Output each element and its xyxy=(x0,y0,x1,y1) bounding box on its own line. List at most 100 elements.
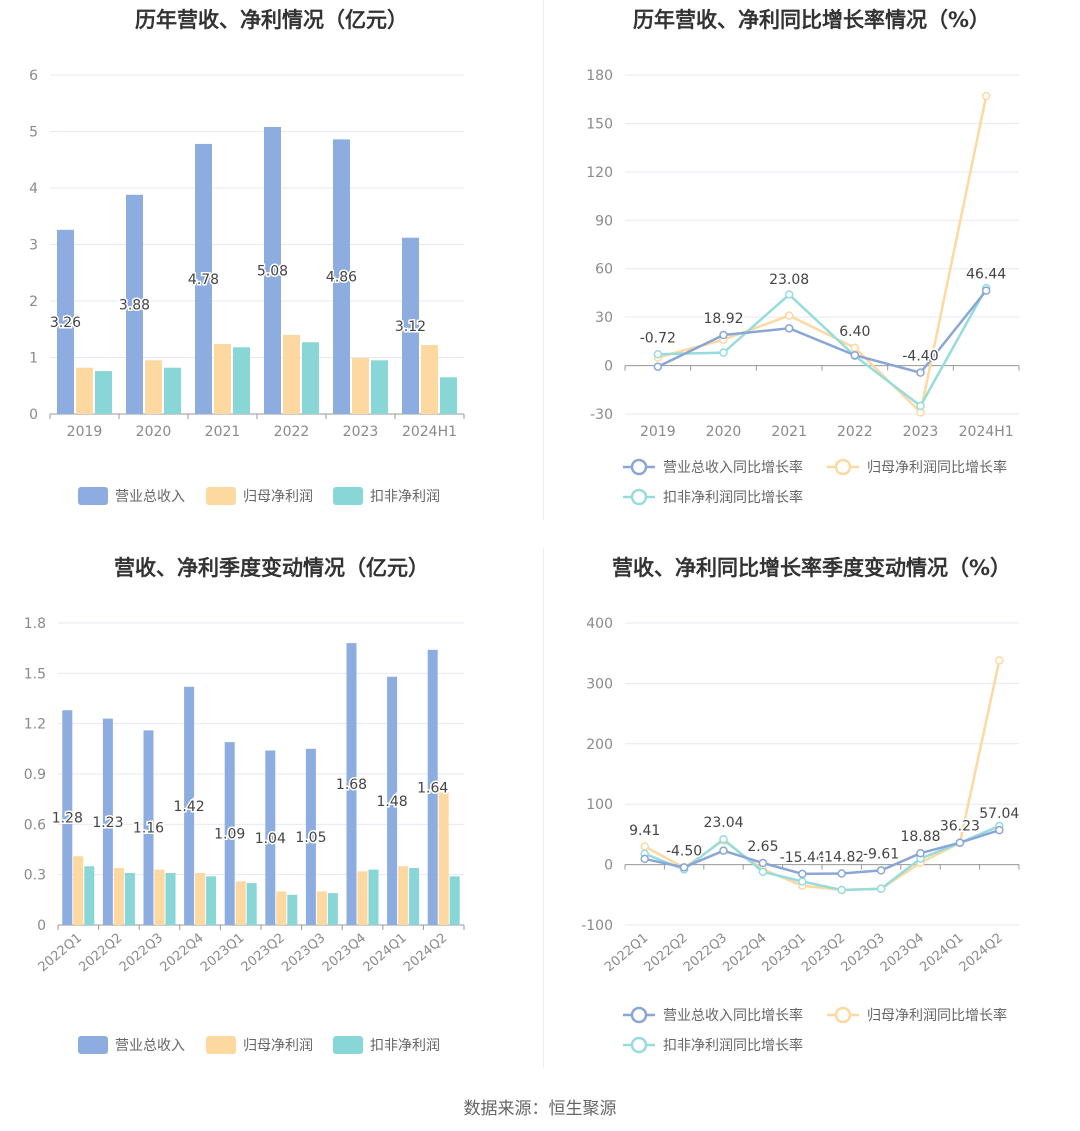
legend-label: 营业总收入同比增长率 xyxy=(663,459,803,476)
annual-revenue-profit-panel: 历年营收、净利情况（亿元） 0 1 2 3 4 5 6 2019 2020 2021 2022 202… xyxy=(0,0,543,530)
divider-vertical-top xyxy=(543,0,544,520)
x-tick-label: 2023Q2 xyxy=(799,931,848,976)
x-tick-label: 2023Q4 xyxy=(320,931,369,976)
bar xyxy=(102,718,113,925)
x-tick-label: 2022Q4 xyxy=(158,931,207,976)
quarterly-growth-chart: -100 0 100 200 300 400 2022Q12022Q22022Q32022Q… xyxy=(581,616,1021,1054)
data-point xyxy=(719,348,728,357)
y-tick-label: 1 xyxy=(29,351,38,367)
data-label: 23.08 xyxy=(769,272,809,288)
bar xyxy=(371,360,388,414)
bar xyxy=(214,343,231,414)
bar xyxy=(124,872,135,925)
data-point xyxy=(995,825,1004,835)
x-tick-label: 2024Q1 xyxy=(361,931,410,976)
data-label: 1.64 xyxy=(417,780,448,796)
y-tick-label: 300 xyxy=(586,676,613,692)
data-label: 9.41 xyxy=(629,823,660,839)
data-label: 6.40 xyxy=(839,324,870,340)
y-tick-label: 0.6 xyxy=(24,817,46,833)
bar xyxy=(235,881,246,925)
quarterly-revenue-profit-panel: 营收、净利季度变动情况（亿元） 0 0.3 0.6 0.9 1.2 1.5 1.8 2022Q… xyxy=(0,548,543,1078)
bar xyxy=(154,869,165,925)
x-tick-label: 2022 xyxy=(274,424,310,440)
data-label: 1.16 xyxy=(133,821,164,837)
x-tick-label: 2024Q1 xyxy=(917,931,966,976)
y-tick-label: 0.3 xyxy=(24,868,46,884)
y-tick-label: 200 xyxy=(586,737,613,753)
x-tick-label: 2022Q4 xyxy=(720,931,769,976)
x-tick-label: 2021 xyxy=(205,424,241,440)
legend-swatch xyxy=(78,1036,108,1054)
data-point xyxy=(981,286,991,295)
data-label: 1.42 xyxy=(174,799,205,815)
x-tick-label: 2023 xyxy=(343,424,379,440)
bar xyxy=(195,872,206,925)
bar xyxy=(224,742,235,925)
legend-swatch xyxy=(206,1036,236,1054)
data-source: 数据来源：恒生聚源 xyxy=(463,1099,617,1119)
data-label: 3.26 xyxy=(50,315,81,331)
y-tick-label: 0.9 xyxy=(24,767,46,783)
y-tick-label: 60 xyxy=(595,262,613,278)
legend-marker xyxy=(630,1036,648,1054)
x-tick-label: 2022Q2 xyxy=(642,931,691,976)
bar xyxy=(95,371,112,414)
data-point xyxy=(758,867,768,877)
bar xyxy=(409,867,420,925)
x-tick-label: 2019 xyxy=(640,424,676,440)
x-tick-label: 2023Q3 xyxy=(839,931,888,976)
data-point xyxy=(719,330,728,340)
x-tick-label: 2022Q1 xyxy=(36,931,85,976)
data-point xyxy=(916,368,925,377)
data-label: 4.86 xyxy=(326,270,357,286)
bar xyxy=(62,710,73,925)
bar xyxy=(113,867,124,925)
data-label: 57.04 xyxy=(979,806,1019,822)
legend-label: 归母净利润 xyxy=(243,488,313,505)
legend-label: 营业总收入 xyxy=(115,489,185,505)
bar xyxy=(143,730,154,925)
x-tick-label: 2022 xyxy=(837,424,873,440)
data-point xyxy=(916,401,925,411)
bar xyxy=(184,686,195,925)
annual-growth-panel: 历年营收、净利同比增长率情况（%） -30 0 30 60 90 120 150 180 201… xyxy=(543,0,1080,530)
legend-label: 营业总收入同比增长率 xyxy=(663,1007,803,1024)
bar xyxy=(387,676,398,925)
x-tick-label: 2020 xyxy=(706,424,742,440)
y-tick-label: 5 xyxy=(29,125,38,141)
y-tick-label: 0 xyxy=(29,407,38,423)
x-tick-label: 2024Q2 xyxy=(401,931,450,976)
data-label: -14.82 xyxy=(819,850,864,866)
data-label: -4.50 xyxy=(666,843,702,859)
data-label: -4.40 xyxy=(902,349,938,365)
y-tick-label: 100 xyxy=(586,797,613,813)
data-point xyxy=(758,858,768,868)
data-point xyxy=(679,863,689,872)
series-line xyxy=(657,95,988,415)
y-tick-label: 400 xyxy=(586,616,613,632)
x-tick-label: 2024Q2 xyxy=(957,931,1006,976)
bar xyxy=(368,869,379,925)
y-tick-label: 1.5 xyxy=(24,666,46,682)
y-tick-label: 120 xyxy=(586,165,613,181)
data-label: -9.61 xyxy=(863,846,899,862)
data-label: 1.04 xyxy=(255,831,286,847)
data-label: 36.23 xyxy=(940,819,980,835)
chart-title: 营收、净利同比增长率季度变动情况（%） xyxy=(611,556,1012,580)
legend-marker xyxy=(834,458,852,476)
quarterly-growth-panel: 营收、净利同比增长率季度变动情况（%） -100 0 100 200 300 400 202… xyxy=(543,548,1080,1078)
y-tick-label: 90 xyxy=(595,213,613,229)
data-point xyxy=(837,885,846,895)
data-point xyxy=(850,343,860,353)
chart-title: 营收、净利季度变动情况（亿元） xyxy=(114,556,429,580)
x-tick-label: 2019 xyxy=(67,424,103,440)
series-line xyxy=(644,828,1000,876)
data-point xyxy=(981,91,991,101)
series-line xyxy=(657,287,988,408)
bar xyxy=(265,750,276,925)
x-tick-label: 2023 xyxy=(903,424,939,440)
data-point xyxy=(719,846,728,855)
annual-revenue-profit-chart: 0 1 2 3 4 5 6 2019 2020 2021 2022 2023 2024H1 3.26 3.8… xyxy=(29,68,465,505)
y-tick-label: -30 xyxy=(590,407,613,423)
